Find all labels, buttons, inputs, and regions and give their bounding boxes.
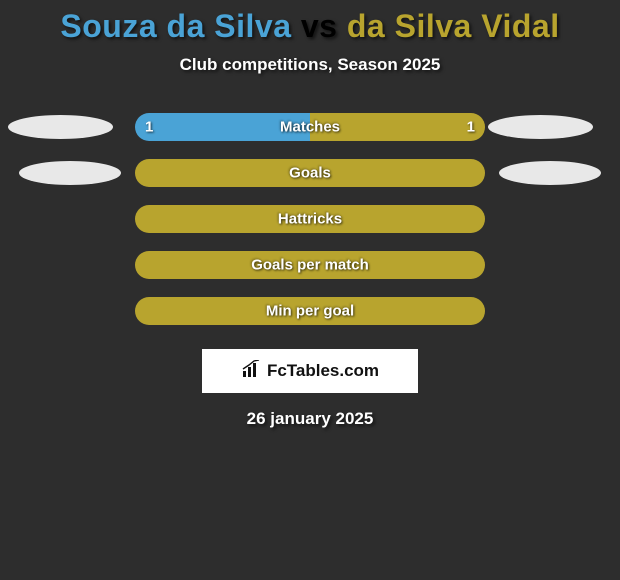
brand-box: FcTables.com xyxy=(202,349,418,393)
subtitle: Club competitions, Season 2025 xyxy=(0,55,620,75)
player1-name: Souza da Silva xyxy=(60,8,291,44)
stat-bar: Matches 1 1 xyxy=(135,113,485,141)
bar-left-value: 1 xyxy=(145,119,153,136)
stat-bar: Min per goal xyxy=(135,297,485,325)
vs-text: vs xyxy=(291,8,346,44)
stat-row: Min per goal xyxy=(0,297,620,343)
avatar-ellipse-right xyxy=(499,161,601,185)
page-title: Souza da Silva vs da Silva Vidal xyxy=(0,0,620,45)
avatar-ellipse-left xyxy=(19,161,121,185)
bar-label: Matches xyxy=(280,119,340,136)
stats-rows: Matches 1 1 Goals Hattricks Goals per match Mi… xyxy=(0,113,620,343)
bar-label: Min per goal xyxy=(266,303,354,320)
stat-bar: Goals xyxy=(135,159,485,187)
stat-row: Matches 1 1 xyxy=(0,113,620,159)
stat-row: Goals xyxy=(0,159,620,205)
brand-text: FcTables.com xyxy=(267,361,379,381)
avatar-ellipse-right xyxy=(488,115,593,139)
stat-row: Hattricks xyxy=(0,205,620,251)
stat-bar: Hattricks xyxy=(135,205,485,233)
bar-right-value: 1 xyxy=(467,119,475,136)
bar-label: Hattricks xyxy=(278,211,342,228)
stat-row: Goals per match xyxy=(0,251,620,297)
avatar-ellipse-left xyxy=(8,115,113,139)
player2-name: da Silva Vidal xyxy=(347,8,560,44)
bar-label: Goals per match xyxy=(251,257,369,274)
bar-label: Goals xyxy=(289,165,331,182)
stat-bar: Goals per match xyxy=(135,251,485,279)
chart-icon xyxy=(241,360,263,383)
date-text: 26 january 2025 xyxy=(0,409,620,429)
